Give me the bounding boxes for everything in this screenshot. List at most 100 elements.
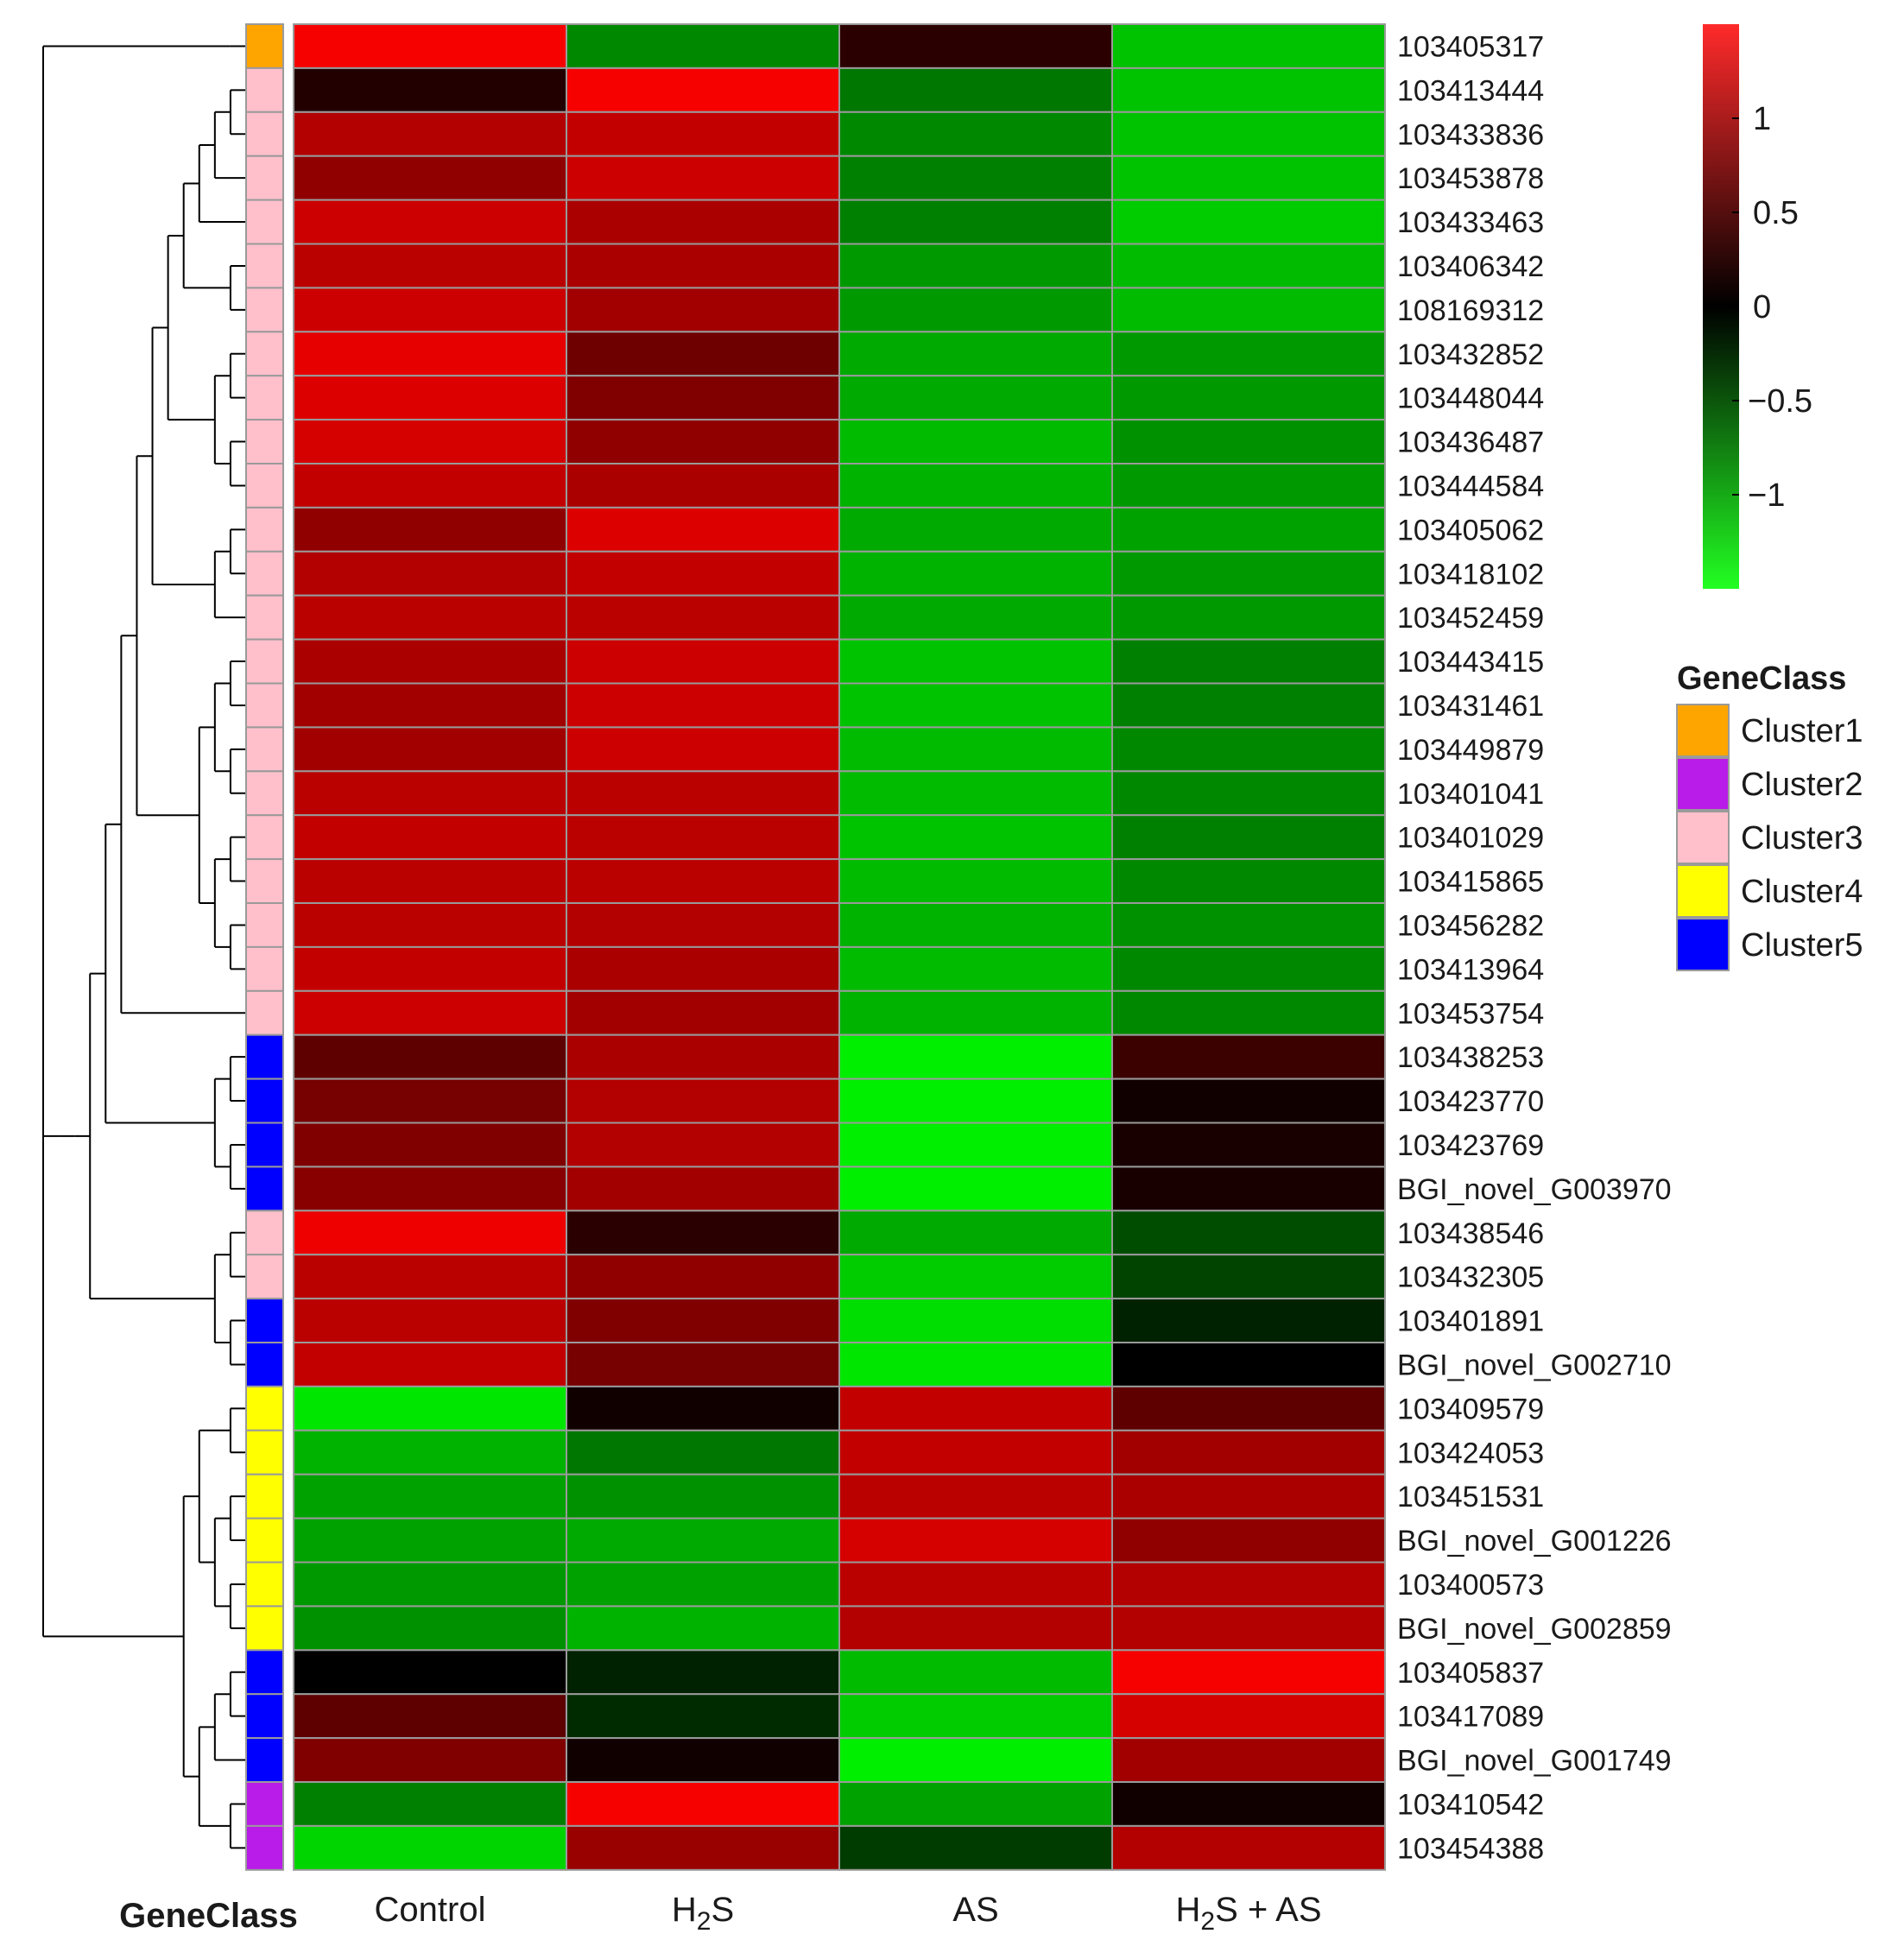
heatmap-cell (1111, 770, 1386, 817)
heatmap-cell (293, 199, 567, 245)
heatmap-cell (566, 945, 840, 992)
heatmap-cell (566, 243, 840, 289)
heatmap-cell (566, 1473, 840, 1520)
heatmap-cell (838, 463, 1113, 509)
row-label: 103443415 (1397, 646, 1544, 679)
annotation-axis-label: GeneClass (119, 1897, 298, 1935)
heatmap-cell (838, 1342, 1113, 1387)
heatmap-cell (566, 199, 840, 245)
gene-class-cell (245, 1824, 284, 1871)
gene-class-cell (245, 419, 284, 465)
heatmap-cell (566, 1254, 840, 1300)
heatmap-cell (838, 1561, 1113, 1608)
heatmap-cell (1111, 331, 1386, 377)
row-label: 103423770 (1397, 1085, 1544, 1118)
gene-class-cell (245, 1781, 284, 1827)
heatmap-cell (293, 682, 567, 729)
heatmap-cell (838, 638, 1113, 685)
heatmap-cell (566, 770, 840, 817)
heatmap-cell (293, 1342, 567, 1387)
heatmap-cell (838, 375, 1113, 421)
gene-class-cell (245, 770, 284, 817)
heatmap-cell (293, 1737, 567, 1783)
heatmap-cell (566, 1737, 840, 1783)
gene-class-cell (245, 1517, 284, 1564)
heatmap-cell (838, 1429, 1113, 1476)
heatmap-cell (1111, 1122, 1386, 1168)
gene-class-cell (245, 1649, 284, 1696)
heatmap-cell (1111, 1605, 1386, 1652)
color-bar-tick-label: 1 (1753, 101, 1771, 137)
heatmap-cell (1111, 1429, 1386, 1476)
heatmap-cell (838, 506, 1113, 553)
heatmap-cell (566, 682, 840, 729)
row-label: 103405317 (1397, 30, 1544, 63)
row-label: 103401041 (1397, 778, 1544, 811)
heatmap-cell (1111, 1342, 1386, 1387)
row-label: 103444584 (1397, 470, 1544, 502)
heatmap-cell (566, 1429, 840, 1476)
heatmap-cell (566, 1517, 840, 1564)
heatmap-cell (566, 1122, 840, 1168)
heatmap-cell (838, 1693, 1113, 1740)
heatmap-cell (293, 23, 567, 69)
row-labels: 103405317 103413444 103433836 103453878 1034… (1397, 30, 1672, 1865)
heatmap-cell (838, 1649, 1113, 1696)
heatmap-cell (838, 1298, 1113, 1343)
heatmap-cell (566, 506, 840, 553)
heatmap-cell (566, 1605, 840, 1652)
heatmap-cell (293, 550, 567, 597)
heatmap-cell (1111, 506, 1386, 553)
column-label: H2S + AS (1176, 1891, 1322, 1936)
gene-class-cell (245, 1561, 284, 1608)
heatmap-cell (293, 287, 567, 333)
row-label: 103433836 (1397, 118, 1544, 151)
heatmap-cell (293, 1077, 567, 1124)
heatmap-cell (566, 1649, 840, 1696)
heatmap-cell (566, 155, 840, 201)
heatmap-cell (293, 726, 567, 773)
legend-entry-label: Cluster3 (1741, 820, 1863, 856)
row-label: 103424053 (1397, 1437, 1544, 1469)
heatmap-cell (838, 945, 1113, 992)
heatmap-cell (293, 1429, 567, 1476)
gene-class-cell (245, 66, 284, 113)
legend-swatch (1676, 864, 1730, 918)
gene-class-cell (245, 1298, 284, 1343)
heatmap-cell (1111, 66, 1386, 113)
heatmap-cell (1111, 1824, 1386, 1871)
heatmap-cell (566, 550, 840, 597)
heatmap-cell (293, 1517, 567, 1564)
gene-class-cell (245, 155, 284, 201)
heatmap-cell (838, 726, 1113, 773)
heatmap-cell (566, 989, 840, 1036)
heatmap-cell (566, 419, 840, 465)
row-label: 103401029 (1397, 822, 1544, 855)
heatmap-cell (1111, 243, 1386, 289)
heatmap-cell (293, 66, 567, 113)
heatmap-cell (293, 243, 567, 289)
heatmap-cell (293, 1693, 567, 1740)
row-label: 103438253 (1397, 1041, 1544, 1074)
heatmap-cell (566, 1781, 840, 1827)
gene-class-cell (245, 463, 284, 509)
heatmap-cell (293, 419, 567, 465)
heatmap-cell (293, 1033, 567, 1080)
row-label: 103423769 (1397, 1129, 1544, 1162)
row-dendrogram (42, 45, 246, 1849)
heatmap-cell (566, 594, 840, 641)
heatmap-cell (838, 550, 1113, 597)
heatmap-cell (1111, 989, 1386, 1036)
heatmap-cell (293, 375, 567, 421)
gene-class-cell (245, 814, 284, 861)
heatmap-cell (566, 902, 840, 948)
row-label: 103453754 (1397, 997, 1544, 1030)
heatmap-cell (838, 1385, 1113, 1431)
color-bar-tick-label: −1 (1748, 477, 1785, 514)
heatmap-cell (293, 770, 567, 817)
heatmap-cell (293, 1824, 567, 1871)
legend-swatch (1676, 704, 1730, 757)
color-bar-tick-label: 0 (1753, 289, 1771, 325)
heatmap-cell (1111, 23, 1386, 69)
